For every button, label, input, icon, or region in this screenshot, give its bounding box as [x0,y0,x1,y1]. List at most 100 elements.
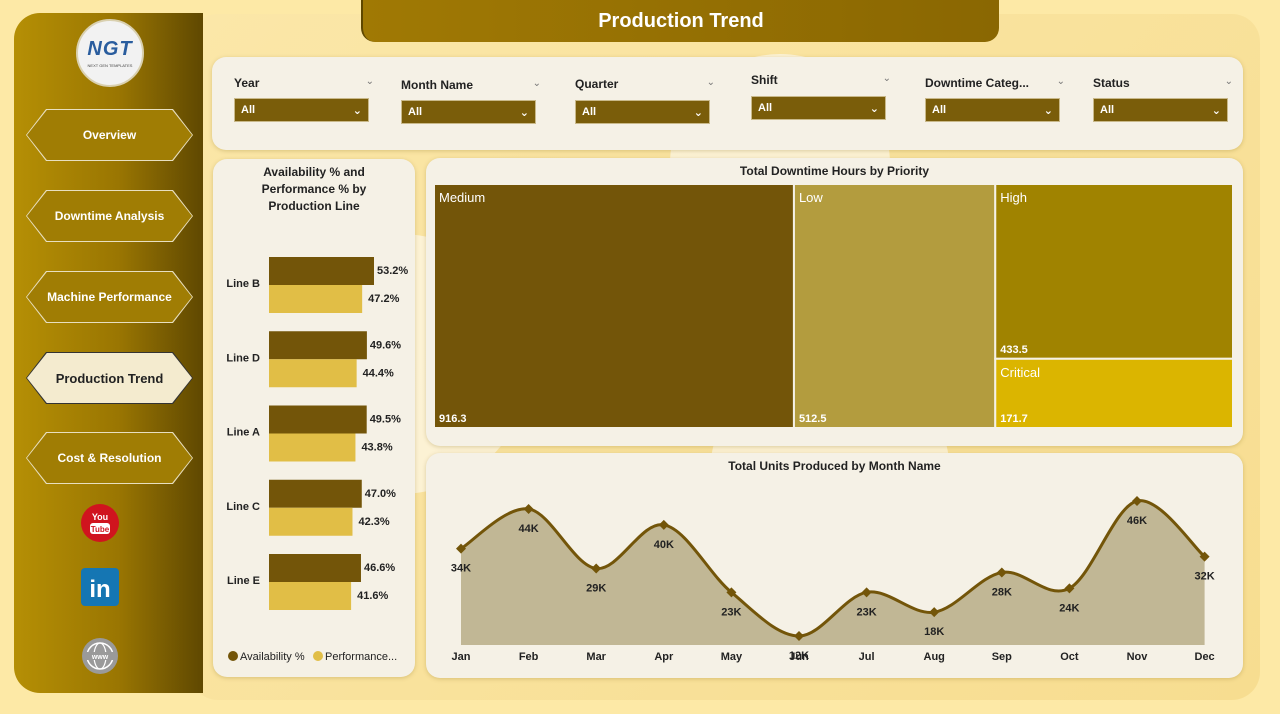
slicer-label: Quarter [575,77,619,91]
chevron-down-icon[interactable]: ⌄ [706,77,715,88]
x-tick-label: Apr [654,651,674,663]
company-logo[interactable]: NGT NEXT GEN TEMPLATES [76,19,144,87]
x-tick-label: Jun [789,651,809,663]
nav-label: Overview [27,110,192,160]
data-point-marker [726,587,737,598]
availability-data-label: 53.2% [377,265,408,277]
treemap-tile-medium [433,183,795,429]
nav-label: Downtime Analysis [27,191,192,241]
availability-bar [269,479,362,508]
data-point-marker [456,543,466,554]
chevron-down-icon[interactable]: ⌄ [1056,76,1065,87]
quarter-dropdown[interactable]: All ⌄ [575,100,710,124]
category-label: Line B [226,278,260,290]
data-label: 34K [451,563,471,575]
performance-data-label: 44.4% [363,367,394,379]
x-tick-label: Dec [1195,651,1215,663]
chevron-down-icon[interactable]: ⌄ [532,78,541,89]
performance-data-label: 47.2% [368,293,399,305]
data-point-marker [861,587,872,598]
chevron-down-icon: ⌄ [1211,104,1221,117]
dropdown-value: All [1100,104,1115,116]
performance-bar [269,433,356,462]
area-chart-title: Total Units Produced by Month Name [728,459,941,473]
chevron-down-icon: ⌄ [519,106,529,119]
chevron-down-icon[interactable]: ⌄ [1224,76,1233,87]
svg-text:You: You [92,512,108,522]
youtube-icon[interactable]: You Tube [81,504,119,542]
bar-chart: Line B 53.2% 47.2% Line D 49.6% 44.4% Line A 49… [226,257,408,663]
status-dropdown[interactable]: All ⌄ [1093,98,1228,122]
treemap-chart: Medium 916.3 Low 512.5 High 433.5 Critical 171.… [433,183,1234,429]
performance-data-label: 41.6% [357,590,388,602]
data-label: 44K [519,523,539,535]
nav-machine-performance-button[interactable]: Machine Performance [26,271,193,323]
availability-data-label: 49.5% [370,414,401,426]
data-label: 40K [654,539,674,551]
x-tick-label: Jan [452,651,471,663]
data-label: 32K [1195,571,1215,583]
nav-downtime-analysis-button[interactable]: Downtime Analysis [26,190,193,242]
dropdown-value: All [241,104,256,116]
month-slicer: Month Name ⌄ All ⌄ [401,78,541,124]
bar-chart-title: Availability % and Performance % by Prod… [261,165,367,213]
dropdown-value: All [582,106,597,118]
month-dropdown[interactable]: All ⌄ [401,100,536,124]
shift-dropdown[interactable]: All ⌄ [751,96,886,120]
performance-bar [269,507,353,536]
linkedin-icon[interactable]: in [81,568,119,606]
page-title: Production Trend [361,0,999,42]
treemap-value-label: 512.5 [799,413,827,425]
data-point-marker [1199,551,1210,562]
chevron-down-icon[interactable]: ⌄ [882,73,891,84]
performance-bar [269,285,363,313]
treemap-title: Total Downtime Hours by Priority [739,164,930,178]
year-dropdown[interactable]: All ⌄ [234,98,369,122]
data-point-marker [591,563,602,574]
treemap-tile-critical [994,357,1234,429]
legend-performance-label: Performance... [325,651,397,663]
data-point-marker [523,503,534,514]
data-point-marker [794,631,804,641]
nav-label: Machine Performance [27,272,192,322]
treemap-value-label: 916.3 [439,413,467,425]
category-label: Line D [226,352,260,364]
treemap-value-label: 433.5 [1000,344,1028,356]
treemap-category-label: Critical [1000,365,1040,380]
slicer-label: Shift [751,73,778,87]
svg-text:in: in [89,576,110,603]
nav-overview-button[interactable]: Overview [26,109,193,161]
treemap-category-label: Low [799,190,823,205]
x-tick-label: Feb [519,651,539,663]
treemap-value-label: 171.7 [1000,413,1028,425]
data-point-marker [929,607,940,618]
downtime-category-dropdown[interactable]: All ⌄ [925,98,1060,122]
downtime-priority-panel: Total Downtime Hours by Priority Medium 9… [426,158,1243,446]
logo-text: NGT [87,38,133,60]
availability-bar [269,257,374,285]
svg-text:Tube: Tube [91,525,110,534]
nav-cost-resolution-button[interactable]: Cost & Resolution [26,432,193,484]
slicer-label: Downtime Categ... [925,76,1030,90]
availability-data-label: 46.6% [364,562,395,574]
availability-performance-panel: Availability % and Performance % by Prod… [213,159,415,677]
logo-subtext: NEXT GEN TEMPLATES [87,63,133,68]
slicer-label: Month Name [401,78,473,92]
data-point-marker [1064,583,1075,594]
chevron-down-icon: ⌄ [352,104,362,117]
availability-data-label: 49.6% [370,339,401,351]
category-label: Line A [227,427,260,439]
chevron-down-icon[interactable]: ⌄ [365,76,374,87]
website-globe-icon[interactable]: www [81,637,119,675]
chevron-down-icon: ⌄ [1043,104,1053,117]
x-tick-label: Sep [992,651,1012,663]
treemap-tile-high [994,183,1234,360]
year-slicer: Year ⌄ All ⌄ [234,76,374,122]
x-tick-label: Jul [859,651,875,663]
dropdown-value: All [932,104,947,116]
category-label: Line E [227,575,260,587]
nav-production-trend-button[interactable]: Production Trend [26,352,193,404]
data-point-marker [658,519,669,530]
legend-availability-label: Availability % [240,651,305,663]
